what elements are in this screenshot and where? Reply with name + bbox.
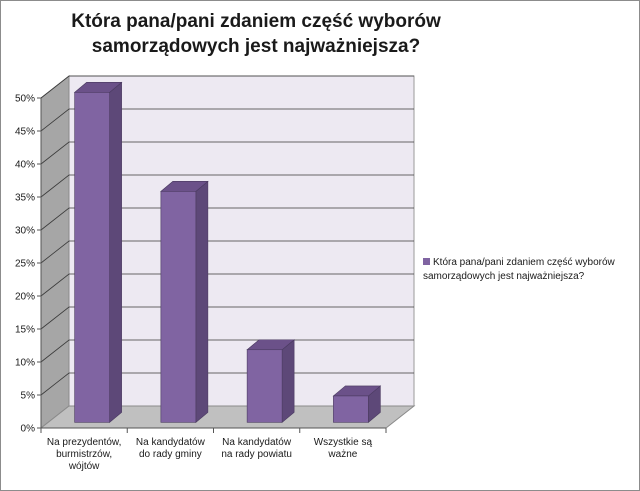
x-category-label-line: burmistrzów, xyxy=(56,449,112,460)
y-tick-label: 45% xyxy=(15,127,35,138)
x-category-label: Na kandydatów do rady gminy xyxy=(136,437,206,460)
gridline xyxy=(40,339,414,363)
bar xyxy=(246,349,283,423)
legend-swatch xyxy=(423,258,430,265)
gridline xyxy=(40,75,414,99)
bar-side xyxy=(109,81,122,423)
x-category-label: Na prezydentów, burmistrzów, wójtów xyxy=(47,437,122,472)
gridline xyxy=(40,372,414,396)
y-tick-label: 20% xyxy=(15,292,35,303)
y-tick-label: 0% xyxy=(21,424,36,435)
gridline xyxy=(40,273,414,297)
bar-side xyxy=(195,180,209,423)
x-category-label-line: ważne xyxy=(327,449,357,460)
gridline xyxy=(40,141,414,165)
y-tick-label: 40% xyxy=(15,160,35,171)
x-category-label-line: Na prezydentów, xyxy=(47,437,122,448)
y-tick-label: 15% xyxy=(15,325,35,336)
legend: Która pana/pani zdaniem część wyborów sa… xyxy=(423,256,618,284)
y-tick-label: 50% xyxy=(15,94,35,105)
x-category-label-line: Wszystkie są xyxy=(314,437,373,448)
gridline xyxy=(40,240,414,264)
x-category-label-line: na rady powiatu xyxy=(221,449,292,460)
bar xyxy=(333,395,369,423)
gridline xyxy=(40,108,414,132)
bar xyxy=(160,191,197,423)
legend-label: Która pana/pani zdaniem część wyborów sa… xyxy=(423,257,615,282)
bar xyxy=(74,92,110,423)
y-tick-label: 25% xyxy=(15,259,35,270)
y-tick-label: 35% xyxy=(15,193,35,204)
x-category-label-line: do rady gminy xyxy=(139,449,202,460)
x-category-label-line: Na kandydatów xyxy=(136,437,206,448)
y-tick-label: 30% xyxy=(15,226,35,237)
bar-side xyxy=(281,339,295,423)
x-category-label: Wszystkie są ważne xyxy=(314,437,373,460)
x-category-label-line: wójtów xyxy=(68,461,100,472)
gridline xyxy=(40,306,414,330)
y-tick-label: 5% xyxy=(21,391,36,402)
gridline xyxy=(40,174,414,198)
x-category-label: Na kandydatów na rady powiatu xyxy=(221,437,292,460)
x-category-label-line: Na kandydatów xyxy=(222,437,292,448)
y-tick-label: 10% xyxy=(15,358,35,369)
gridline xyxy=(40,207,414,231)
chart-title: Która pana/pani zdaniem część wyborów sa… xyxy=(71,11,441,57)
